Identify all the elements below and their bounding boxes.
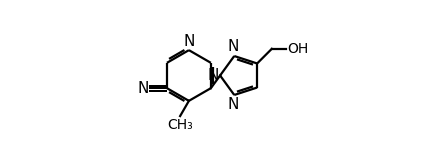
Text: N: N [207, 68, 219, 83]
Text: N: N [228, 96, 239, 112]
Text: N: N [183, 34, 194, 49]
Text: N: N [228, 39, 239, 55]
Text: N: N [137, 81, 148, 96]
Text: CH₃: CH₃ [167, 118, 193, 132]
Text: OH: OH [287, 42, 308, 56]
